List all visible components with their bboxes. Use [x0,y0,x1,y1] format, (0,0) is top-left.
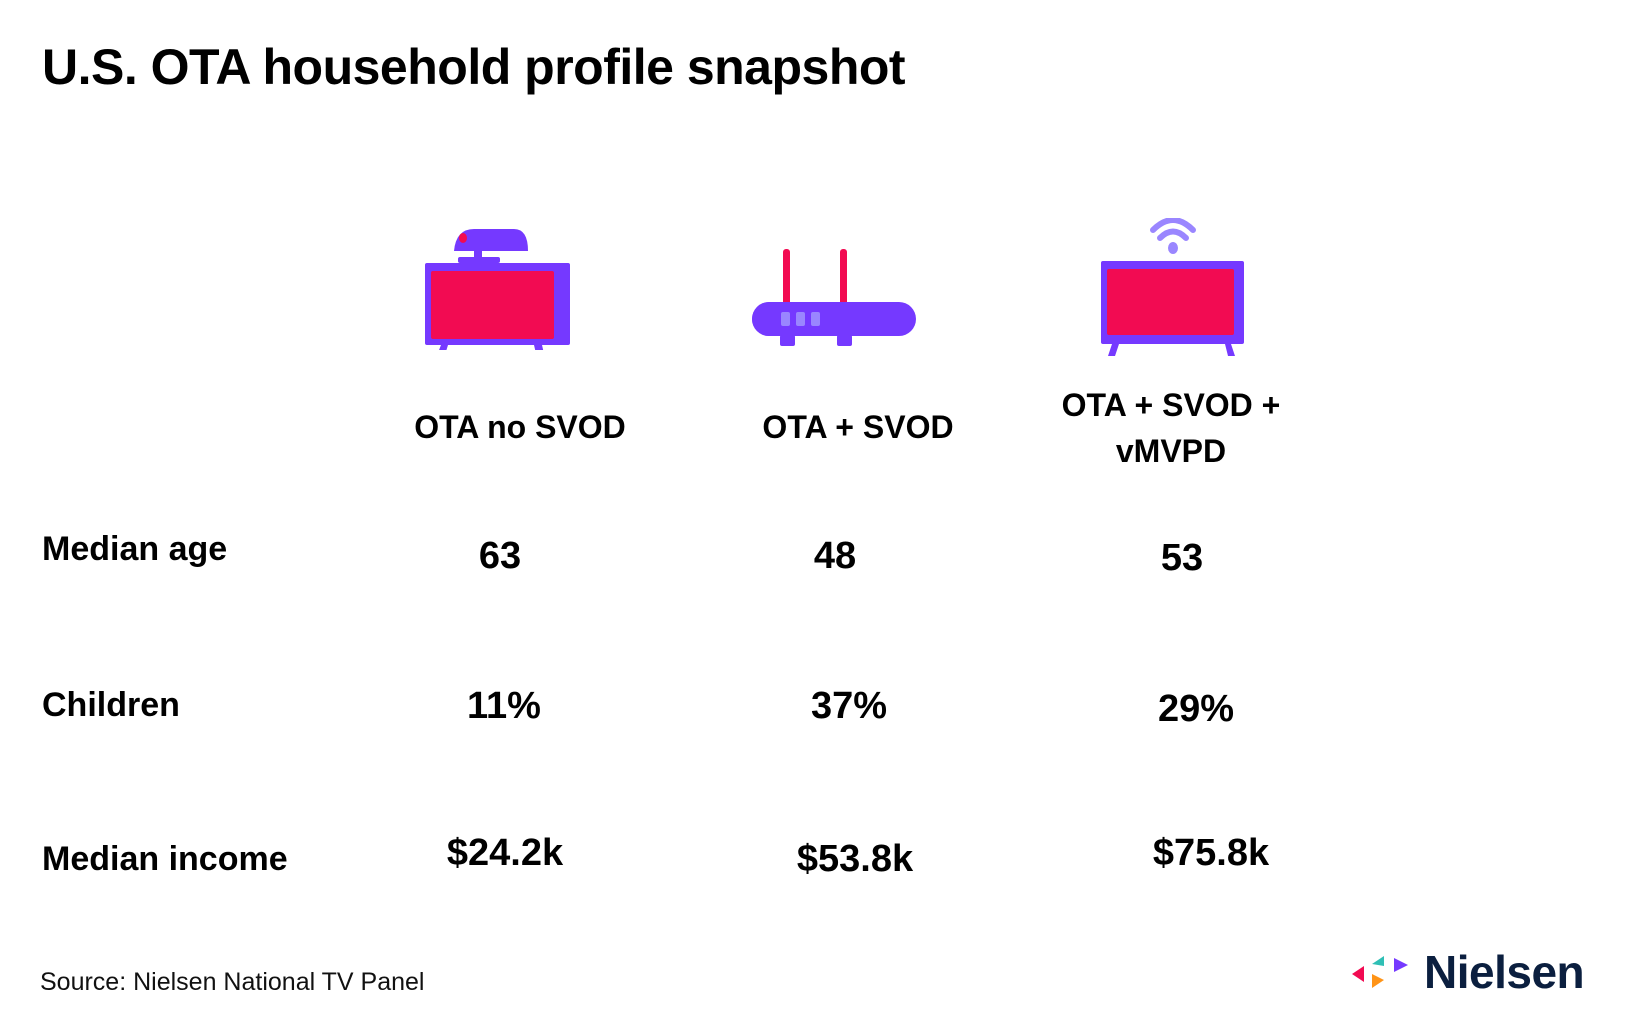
row-label-children: Children [42,686,180,724]
value-median-income-col3: $75.8k [1152,832,1270,874]
row-label-median-income: Median income [42,840,288,878]
row-label-median-age: Median age [42,530,228,568]
page-title: U.S. OTA household profile snapshot [42,39,906,95]
value-median-income-col1: $24.2k [446,832,564,874]
value-median-age-col2: 48 [813,535,857,577]
value-median-age-col1: 63 [478,535,522,577]
nielsen-logo: Nielsen [1352,945,1585,999]
value-median-income-col2: $53.8k [796,838,914,880]
nielsen-logo-text: Nielsen [1424,946,1585,998]
value-median-age-col3: 53 [1160,537,1204,579]
column-header-ota-svod-vmvpd: OTA + SVOD + vMVPD [1061,387,1281,469]
column-header-ota-no-svod: OTA no SVOD [414,409,626,445]
source-note: Source: Nielsen National TV Panel [40,968,425,996]
antenna-tv-icon [425,229,570,350]
router-icon [752,249,916,346]
value-children-col3: 29% [1157,688,1235,730]
nielsen-logo-mark-icon [1352,956,1408,988]
value-children-col2: 37% [810,685,888,727]
column-header-ota-svod: OTA + SVOD [762,409,954,445]
value-children-col1: 11% [467,685,541,727]
wifi-tv-icon [1101,218,1244,356]
